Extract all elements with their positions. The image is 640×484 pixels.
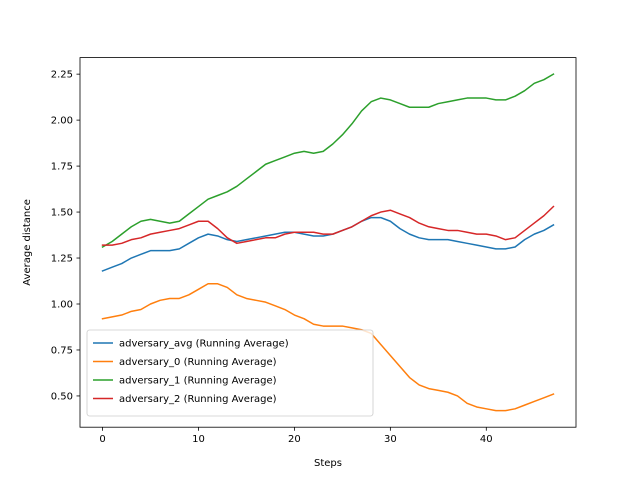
y-tick-label: 2.00 [51,116,73,127]
y-axis-label: Average distance [22,199,33,286]
x-axis-label: Steps [314,458,342,469]
y-tick-label: 0.75 [51,345,73,356]
x-tick-label: 10 [192,434,205,445]
x-tick-label: 30 [384,434,397,445]
y-tick-label: 1.25 [51,254,73,265]
y-tick-label: 1.75 [51,162,73,173]
plot-area-frame [79,57,577,428]
series-line-2 [101,73,555,249]
legend-label-3: adversary_2 (Running Average) [119,394,277,405]
legend-box [86,329,374,417]
y-axis-ticks: 0.50 0.75 1.00 1.25 1.50 1.75 2.00 2.25 [51,70,80,402]
series-line-1 [101,283,555,412]
x-axis-ticks: 0 10 20 30 40 [99,427,493,445]
series-layer [101,73,555,412]
y-tick-label: 1.50 [51,208,73,219]
legend: adversary_avg (Running Average) adversary… [86,329,374,417]
series-line-3 [101,205,555,246]
legend-label-0: adversary_avg (Running Average) [119,339,289,350]
y-tick-label: 0.50 [51,391,73,402]
series-line-0 [101,216,555,272]
y-tick-label: 2.25 [51,70,73,81]
x-tick-label: 20 [288,434,301,445]
legend-label-1: adversary_0 (Running Average) [119,357,277,368]
x-tick-label: 40 [480,434,493,445]
x-tick-label: 0 [99,434,105,445]
y-tick-label: 1.00 [51,300,73,311]
legend-label-2: adversary_1 (Running Average) [119,376,277,387]
